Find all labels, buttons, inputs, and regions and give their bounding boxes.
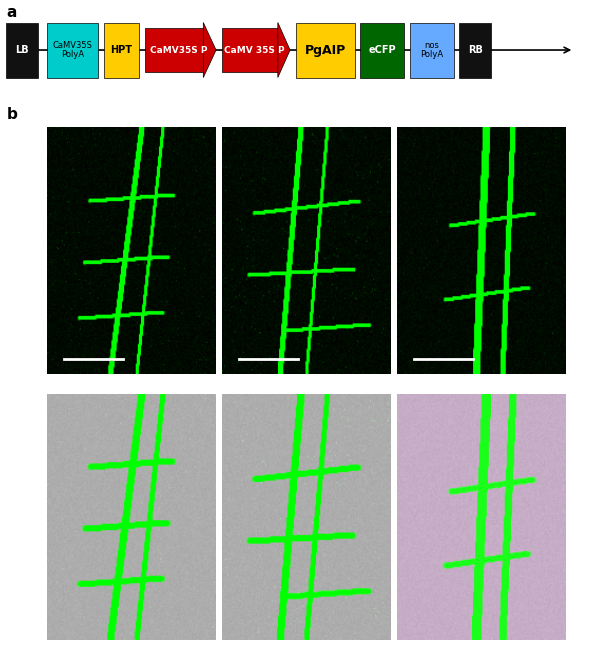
- FancyBboxPatch shape: [6, 23, 38, 77]
- FancyBboxPatch shape: [410, 23, 454, 77]
- FancyBboxPatch shape: [459, 23, 491, 77]
- FancyBboxPatch shape: [296, 23, 355, 77]
- Text: a: a: [6, 5, 17, 20]
- Text: PgAIP: PgAIP: [305, 43, 346, 57]
- Polygon shape: [278, 23, 290, 77]
- Text: eCFP: eCFP: [368, 45, 396, 55]
- Text: HPT: HPT: [110, 45, 133, 55]
- FancyBboxPatch shape: [47, 23, 98, 77]
- Text: CaMV35S
PolyA: CaMV35S PolyA: [53, 41, 92, 59]
- Polygon shape: [222, 28, 278, 72]
- Polygon shape: [145, 28, 203, 72]
- FancyBboxPatch shape: [360, 23, 404, 77]
- Text: RB: RB: [468, 45, 482, 55]
- Polygon shape: [203, 23, 216, 77]
- Text: LB: LB: [15, 45, 29, 55]
- FancyBboxPatch shape: [104, 23, 139, 77]
- Text: b: b: [7, 107, 18, 122]
- Text: CaMV35S P: CaMV35S P: [150, 45, 207, 55]
- Text: nos
PolyA: nos PolyA: [420, 41, 443, 59]
- Text: CaMV 35S P: CaMV 35S P: [224, 45, 285, 55]
